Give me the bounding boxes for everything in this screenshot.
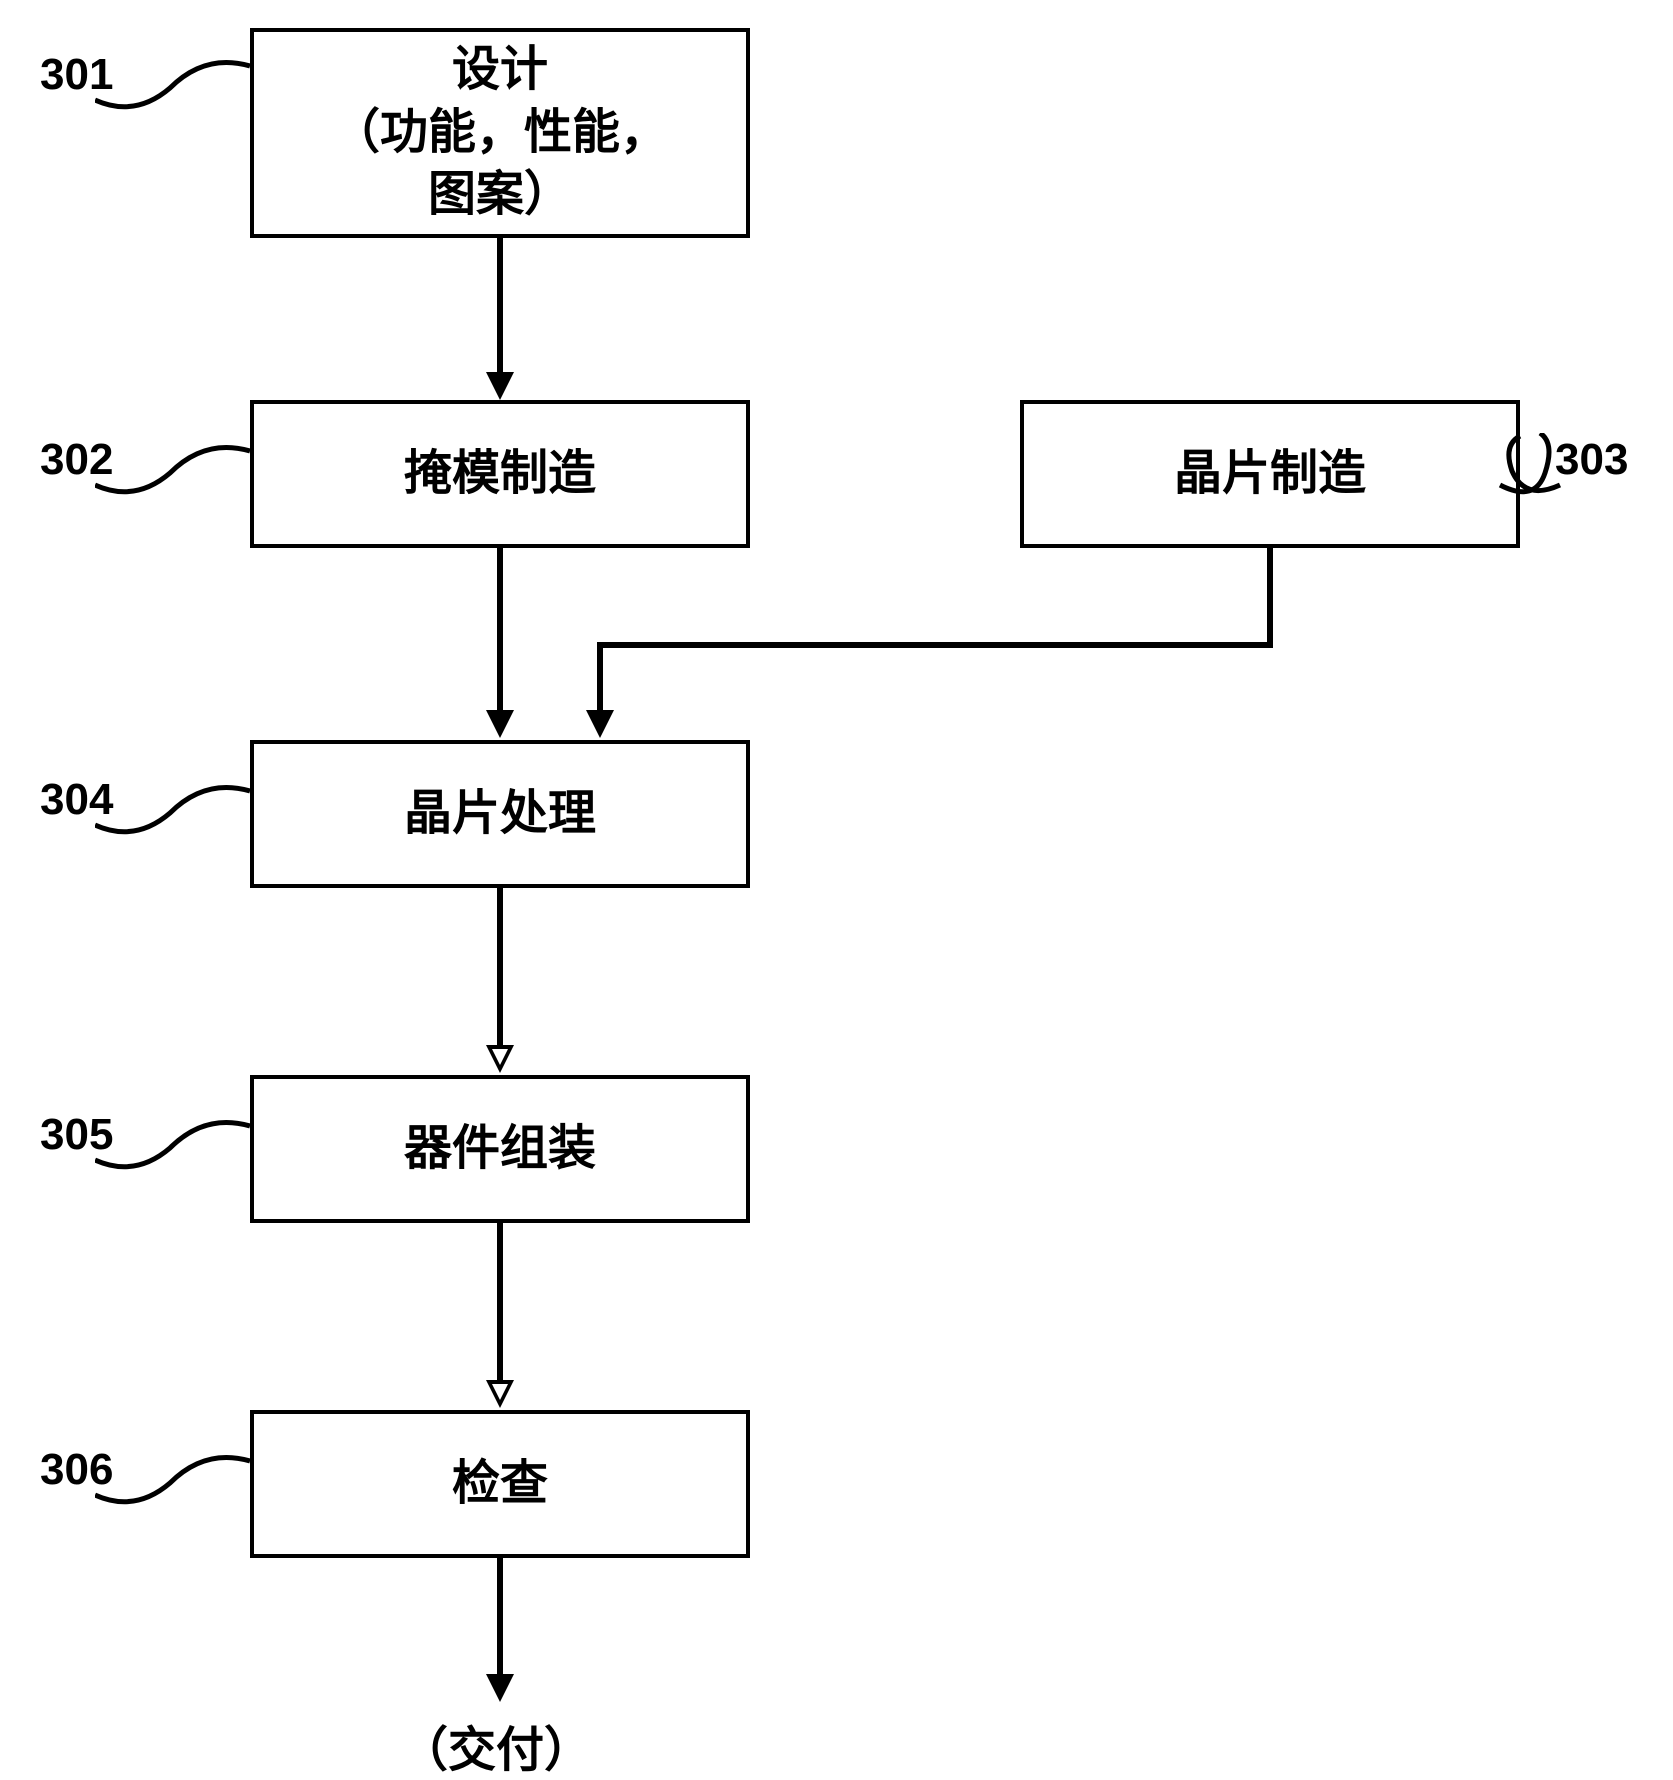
node-306-box: 检查 [250, 1410, 750, 1558]
node-303-box: 晶片制造 [1020, 400, 1520, 548]
arrow-306-out-line [497, 1558, 503, 1678]
callout-301 [95, 48, 250, 118]
node-304-box: 晶片处理 [250, 740, 750, 888]
arrow-301-302-line [497, 238, 503, 376]
callout-306 [95, 1443, 250, 1513]
node-305-box: 器件组装 [250, 1075, 750, 1223]
node-301-text: 设计 （功能，性能， 图案） [332, 39, 668, 226]
node-302-text: 掩模制造 [404, 443, 596, 505]
arrow-303-304-hline [600, 642, 1273, 648]
node-301-box: 设计 （功能，性能， 图案） [250, 28, 750, 238]
node-301-line1: 设计 [332, 39, 668, 101]
callout-304 [95, 773, 250, 843]
output-text: （交付） [400, 1710, 592, 1780]
arrow-305-306-line [497, 1223, 503, 1383]
callout-302 [95, 433, 250, 503]
arrow-305-306-head [486, 1380, 514, 1408]
node-301-line2: （功能，性能， [332, 102, 668, 164]
arrow-302-304-line [497, 548, 503, 714]
arrow-301-302-head [486, 372, 514, 400]
arrow-303-304-vline2 [597, 642, 603, 714]
node-303-text: 晶片制造 [1174, 443, 1366, 505]
node-306-text: 检查 [452, 1453, 548, 1515]
node-302-box: 掩模制造 [250, 400, 750, 548]
arrow-306-out-head [486, 1674, 514, 1702]
callout-303b [1500, 433, 1570, 503]
arrow-304-305-line [497, 888, 503, 1048]
node-305-text: 器件组装 [404, 1118, 596, 1180]
node-301-line3: 图案） [332, 164, 668, 226]
arrow-303-304-head [586, 710, 614, 738]
arrow-303-304-vline [1267, 548, 1273, 648]
arrow-304-305-head [486, 1045, 514, 1073]
arrow-302-304-head [486, 710, 514, 738]
node-304-text: 晶片处理 [404, 783, 596, 845]
callout-305 [95, 1108, 250, 1178]
